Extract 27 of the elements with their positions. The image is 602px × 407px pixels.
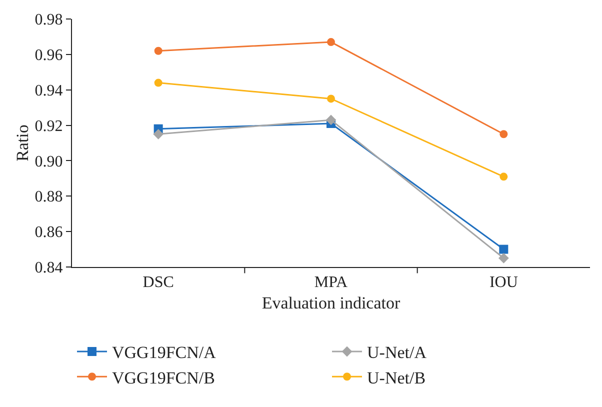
point [500,130,508,138]
point [500,172,508,181]
y-tick-label: 0.84 [34,260,63,277]
legend-label: VGG19FCN/B [112,368,215,388]
y-tick-label: 0.86 [34,224,63,242]
y-tick-label: 0.90 [34,153,63,170]
y-tick-label: 0.98 [34,12,63,29]
point [154,78,162,87]
point [326,114,336,126]
x-tick-label: IOU [489,274,518,292]
point [499,244,508,254]
x-tick-label: DSC [142,274,174,292]
legend-label: U-Net/B [367,368,426,388]
y-tick-label: 0.92 [34,118,63,135]
legend-label: U-Net/A [367,343,428,362]
legend-label: VGG19FCN/A [112,343,217,362]
y-tick-label: 0.94 [34,82,63,100]
point [498,252,509,264]
x-axis-title: Evaluation indicator [262,294,400,313]
y-tick-label: 0.96 [34,47,63,64]
point [327,38,335,46]
y-axis-title: Ratio [13,124,32,162]
point [327,94,335,103]
point [154,46,162,55]
y-tick-label: 0.88 [34,188,63,206]
point [153,128,164,140]
x-tick-label: MPA [314,274,348,292]
